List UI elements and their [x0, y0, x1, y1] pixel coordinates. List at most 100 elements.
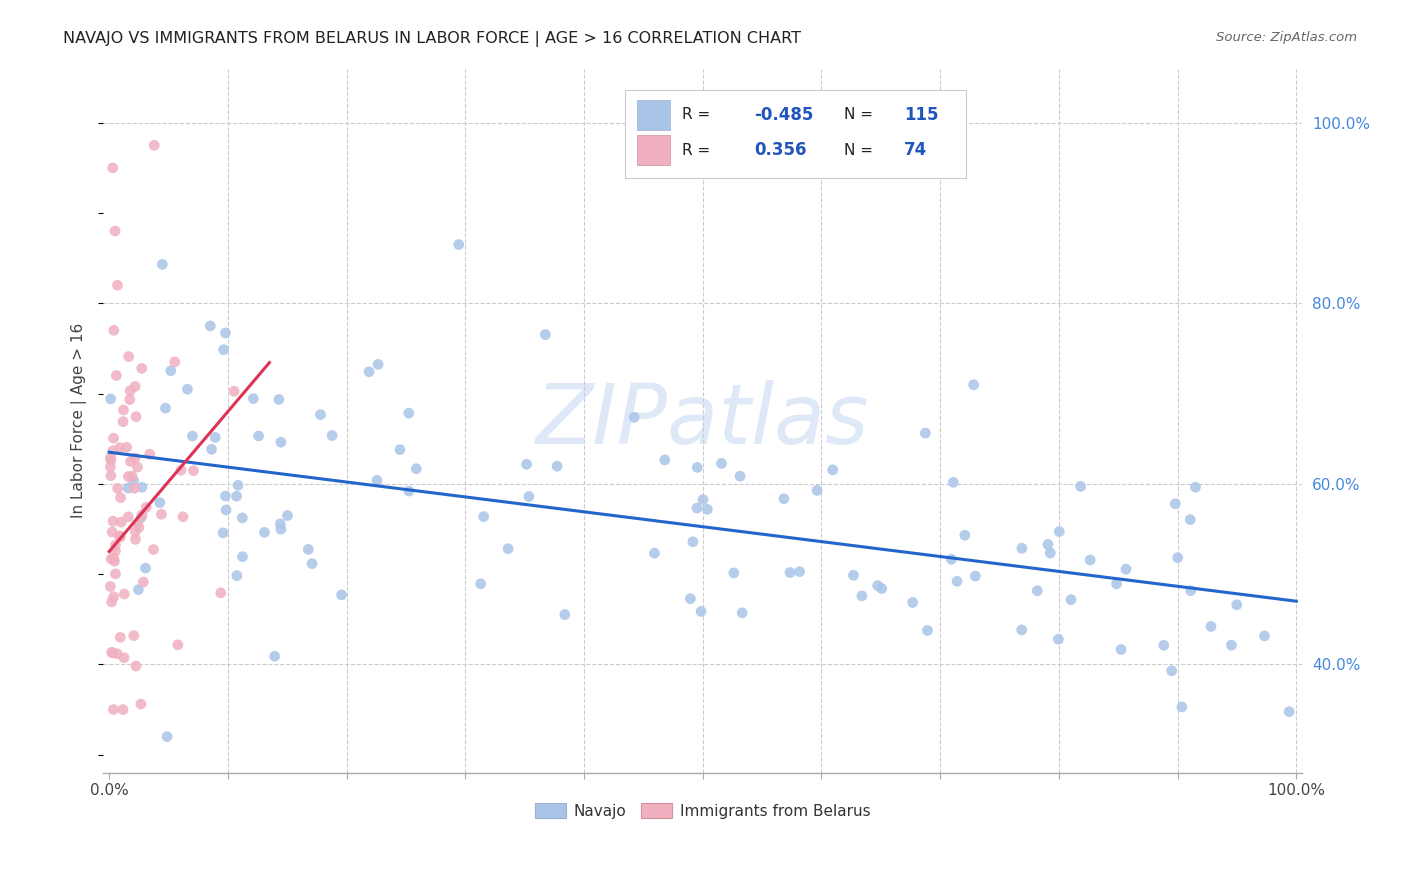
Point [125, 659, 148, 673]
Point [117, 509, 139, 524]
Point [122, 629, 145, 643]
Point [1164, 497, 1187, 511]
Point [1167, 550, 1189, 565]
Point [242, 392, 264, 406]
Text: Source: ZipAtlas.com: Source: ZipAtlas.com [1216, 31, 1357, 45]
Point [247, 429, 270, 443]
Point [1070, 479, 1092, 493]
Point [110, 630, 132, 644]
Point [124, 533, 146, 547]
Point [851, 589, 873, 603]
Point [231, 549, 253, 564]
Point [101, 514, 124, 528]
Point [470, 576, 492, 591]
Point [297, 542, 319, 557]
Point [1011, 541, 1033, 556]
Point [120, 454, 142, 468]
Point [105, 368, 128, 383]
Point [842, 568, 865, 582]
Point [111, 702, 134, 716]
Point [181, 429, 204, 443]
Point [1171, 700, 1194, 714]
Point [104, 224, 127, 238]
Point [112, 650, 135, 665]
Bar [624, 90, 966, 178]
Text: R =: R = [682, 108, 710, 122]
Point [1109, 642, 1132, 657]
Point [231, 511, 253, 525]
Point [112, 587, 135, 601]
Point [204, 430, 226, 444]
Point [103, 554, 125, 568]
Point [103, 551, 125, 566]
Point [131, 361, 153, 376]
Text: N =: N = [844, 108, 873, 122]
Point [104, 544, 127, 558]
Point [110, 491, 132, 505]
Point [1047, 524, 1070, 539]
Point [1078, 553, 1101, 567]
Point [496, 541, 519, 556]
Point [388, 442, 411, 457]
Point [1153, 638, 1175, 652]
Point [176, 382, 198, 396]
Point [1060, 592, 1083, 607]
Text: 74: 74 [904, 141, 928, 159]
Legend: Navajo, Immigrants from Belarus: Navajo, Immigrants from Belarus [529, 797, 876, 825]
Point [112, 415, 135, 429]
Point [226, 478, 249, 492]
Point [953, 528, 976, 542]
Point [103, 323, 125, 337]
Point [209, 586, 232, 600]
Point [517, 490, 540, 504]
Point [398, 406, 420, 420]
Point [554, 607, 576, 622]
Point [686, 460, 709, 475]
Point [124, 481, 146, 495]
Point [1011, 623, 1033, 637]
Point [110, 515, 132, 529]
Point [122, 474, 145, 488]
Point [118, 392, 141, 407]
Point [103, 590, 125, 604]
Point [105, 647, 128, 661]
Point [112, 403, 135, 417]
Point [159, 364, 181, 378]
Point [108, 529, 131, 543]
Point [330, 588, 353, 602]
Point [215, 503, 238, 517]
Point [100, 453, 122, 467]
Text: NAVAJO VS IMMIGRANTS FROM BELARUS IN LABOR FORCE | AGE > 16 CORRELATION CHART: NAVAJO VS IMMIGRANTS FROM BELARUS IN LAB… [63, 31, 801, 47]
Point [214, 326, 236, 340]
Point [200, 442, 222, 457]
Point [150, 508, 173, 522]
Point [686, 501, 709, 516]
Point [965, 569, 987, 583]
Point [963, 377, 986, 392]
Point [1199, 619, 1222, 633]
Point [225, 568, 247, 582]
Point [321, 428, 343, 442]
Point [224, 384, 246, 399]
Point [101, 443, 124, 458]
Point [100, 468, 122, 483]
Point [253, 525, 276, 540]
Point [100, 595, 122, 609]
Point [101, 524, 124, 539]
Point [941, 552, 963, 566]
Point [214, 489, 236, 503]
Point [101, 646, 124, 660]
Point [731, 606, 754, 620]
Point [129, 697, 152, 711]
Point [710, 456, 733, 470]
Point [806, 483, 828, 498]
Point [821, 463, 844, 477]
Point [546, 459, 568, 474]
Point [132, 575, 155, 590]
Point [143, 138, 166, 153]
Point [1226, 598, 1249, 612]
Text: -0.485: -0.485 [754, 106, 814, 124]
Y-axis label: In Labor Force | Age > 16: In Labor Force | Age > 16 [72, 323, 87, 518]
Point [100, 645, 122, 659]
Point [405, 461, 427, 475]
